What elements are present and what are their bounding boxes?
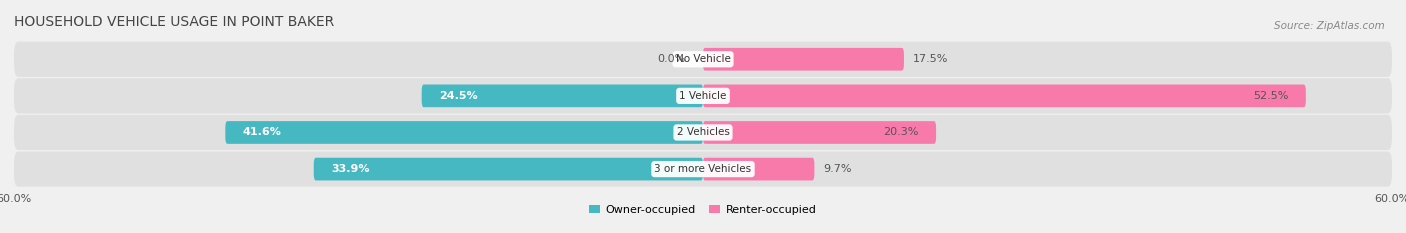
FancyBboxPatch shape: [422, 85, 703, 107]
Text: 52.5%: 52.5%: [1253, 91, 1289, 101]
Text: 1 Vehicle: 1 Vehicle: [679, 91, 727, 101]
Text: 33.9%: 33.9%: [330, 164, 370, 174]
FancyBboxPatch shape: [703, 48, 904, 71]
Text: No Vehicle: No Vehicle: [675, 54, 731, 64]
Text: HOUSEHOLD VEHICLE USAGE IN POINT BAKER: HOUSEHOLD VEHICLE USAGE IN POINT BAKER: [14, 15, 335, 29]
Text: 3 or more Vehicles: 3 or more Vehicles: [654, 164, 752, 174]
Text: 9.7%: 9.7%: [824, 164, 852, 174]
FancyBboxPatch shape: [703, 121, 936, 144]
Text: 24.5%: 24.5%: [439, 91, 478, 101]
Legend: Owner-occupied, Renter-occupied: Owner-occupied, Renter-occupied: [585, 200, 821, 219]
Text: 17.5%: 17.5%: [912, 54, 949, 64]
Text: 2 Vehicles: 2 Vehicles: [676, 127, 730, 137]
FancyBboxPatch shape: [14, 78, 1392, 113]
FancyBboxPatch shape: [703, 158, 814, 180]
FancyBboxPatch shape: [14, 151, 1392, 187]
Text: 20.3%: 20.3%: [883, 127, 920, 137]
FancyBboxPatch shape: [14, 115, 1392, 150]
Text: Source: ZipAtlas.com: Source: ZipAtlas.com: [1274, 21, 1385, 31]
FancyBboxPatch shape: [14, 42, 1392, 77]
Text: 0.0%: 0.0%: [658, 54, 686, 64]
Text: 41.6%: 41.6%: [243, 127, 281, 137]
FancyBboxPatch shape: [225, 121, 703, 144]
FancyBboxPatch shape: [703, 85, 1306, 107]
FancyBboxPatch shape: [314, 158, 703, 180]
